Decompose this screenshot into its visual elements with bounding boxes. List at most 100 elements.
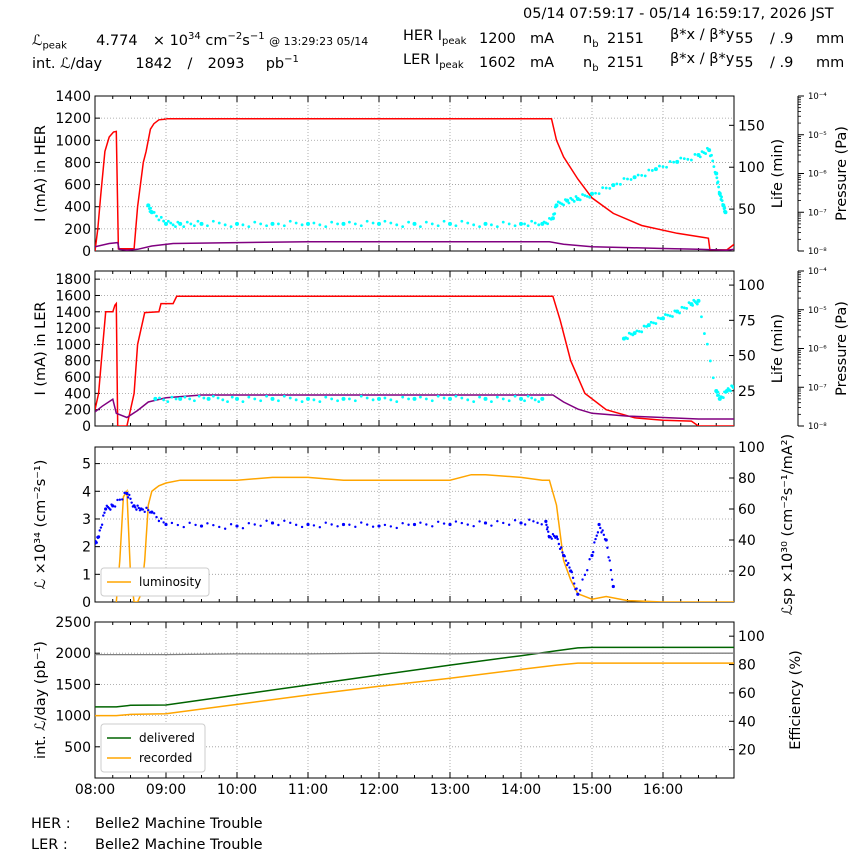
pressure-point — [666, 313, 670, 317]
pressure-point — [546, 222, 550, 226]
specific-point — [360, 521, 363, 524]
pressure-point — [554, 203, 559, 208]
pressure-point — [265, 394, 268, 398]
ytick-label: 1400 — [55, 305, 91, 321]
pressure-point — [723, 206, 727, 210]
pressure-point — [495, 225, 499, 229]
pressure-point — [597, 192, 601, 195]
specific-point — [383, 523, 387, 527]
panel-frame — [94, 621, 735, 779]
pressure-point — [178, 221, 183, 226]
specific-point — [354, 525, 357, 529]
her-nb-value: 2151 — [607, 31, 644, 47]
specific-point — [265, 519, 268, 522]
pressure-point — [401, 225, 405, 229]
specific-point — [568, 566, 571, 569]
ler-beta-unit: mm — [816, 55, 844, 71]
pressure-point — [622, 177, 626, 180]
legend-label-delivered: delivered — [139, 731, 195, 745]
specific-point — [502, 521, 505, 525]
pressure-point — [306, 221, 310, 226]
pressure-point — [642, 324, 646, 328]
ylabel: int. ℒ/day (pb⁻¹) — [33, 641, 49, 759]
pressure-point — [359, 394, 363, 398]
specific-point — [188, 521, 191, 525]
pressure-point — [174, 225, 177, 229]
y2tick-label: 150 — [738, 118, 765, 134]
pressure-point — [197, 394, 201, 398]
pressure-point — [202, 396, 206, 400]
specific-point — [95, 541, 98, 544]
pressure-point — [460, 396, 464, 400]
ler-label: LER I — [403, 52, 440, 68]
pressure-point — [211, 219, 215, 223]
y3label: Pressure (Pa) — [834, 301, 850, 396]
specific-point — [607, 556, 610, 559]
pressure-point — [253, 220, 257, 224]
specific-point — [99, 526, 103, 529]
specific-point — [312, 524, 316, 527]
pressure-point — [401, 395, 405, 399]
pressure-point — [722, 204, 726, 208]
specific-point — [206, 522, 209, 525]
her-nb: 2151 — [607, 31, 644, 47]
ler-value: 1602 — [479, 55, 516, 71]
ylabel: I (mA) in HER — [33, 125, 49, 222]
y2tick-label: 50 — [738, 349, 756, 365]
specific-point — [136, 504, 139, 507]
ler-status-label: LER : — [31, 837, 68, 853]
pressure-point — [436, 394, 440, 398]
y2tick-label: 100 — [738, 440, 765, 456]
pressure-point — [594, 191, 597, 195]
current-line — [95, 117, 734, 251]
y2tick-label: 40 — [738, 714, 756, 730]
pressure-point — [371, 221, 375, 225]
pressure-point — [185, 220, 189, 224]
pressure-tick-label: 10⁻⁶ — [808, 345, 827, 355]
pressure-point — [533, 221, 537, 225]
pressure-point — [661, 165, 665, 169]
ler-status-text: Belle2 Machine Trouble — [95, 837, 263, 853]
pressure-point — [501, 220, 505, 224]
recorded-line — [95, 662, 734, 717]
pressure-point — [695, 302, 699, 306]
pressure-point — [330, 397, 334, 401]
specific-point — [247, 522, 251, 525]
pressure-point — [318, 400, 322, 404]
pressure-point — [590, 191, 594, 196]
her-nb-n: n — [583, 31, 593, 47]
pressure-point — [157, 218, 161, 222]
intl-value2: 2093 — [207, 55, 245, 72]
specific-point — [576, 592, 580, 596]
pressure-point — [312, 398, 316, 402]
pressure-point — [700, 315, 703, 319]
pressure-point — [223, 223, 227, 227]
intl-slash: / — [187, 55, 193, 72]
her-status-value: Belle2 Machine Trouble — [95, 816, 263, 832]
pressure-point — [619, 182, 622, 186]
pressure-point — [371, 398, 375, 402]
legend-box — [100, 567, 210, 597]
her-nb-sub: b — [592, 38, 599, 50]
pressure-point — [658, 164, 661, 168]
specific-point — [594, 537, 597, 541]
pressure-point — [632, 331, 637, 336]
life-line — [95, 394, 734, 420]
specific-point — [561, 551, 564, 554]
specific-point — [121, 498, 124, 501]
xtick-label: 16:00 — [643, 782, 683, 798]
pressure-point — [162, 219, 166, 223]
specific-point — [176, 523, 180, 527]
pressure-point — [530, 219, 534, 223]
y2tick-label: 60 — [738, 686, 756, 702]
pressure-point — [152, 210, 156, 214]
ytick-label: 400 — [64, 200, 91, 216]
her-beta-label: β*x / β*y — [670, 27, 734, 43]
her-peak-value: 1200 — [479, 31, 516, 47]
pressure-point — [407, 397, 410, 401]
specific-point — [570, 570, 574, 574]
specific-point — [448, 522, 452, 527]
pressure-point — [395, 223, 399, 227]
pressure-point — [169, 221, 173, 225]
specific-point — [241, 527, 245, 530]
